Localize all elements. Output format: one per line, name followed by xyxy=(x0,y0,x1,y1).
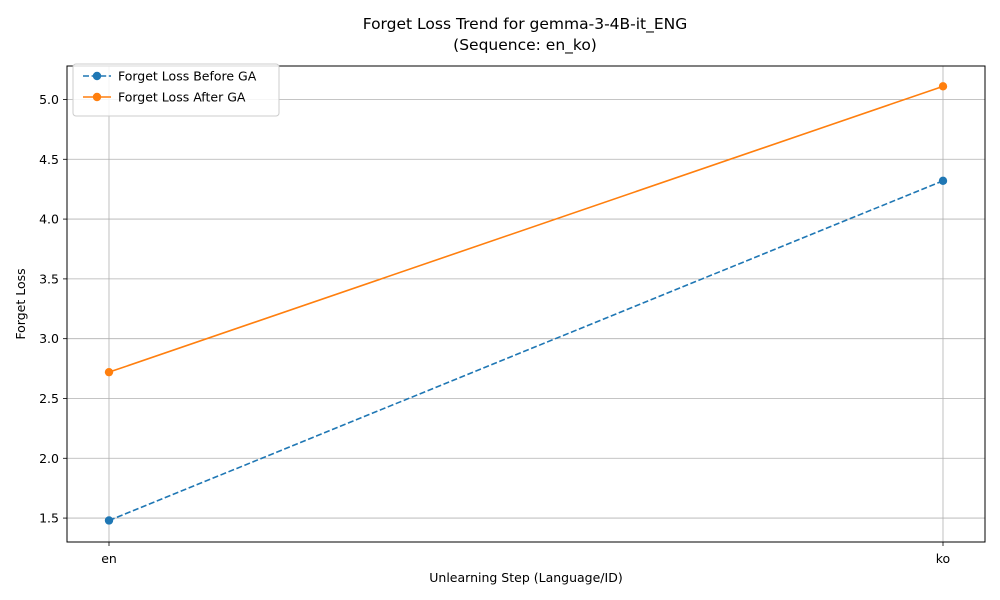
legend-label-after-ga: Forget Loss After GA xyxy=(118,90,246,105)
y-tick-label: 1.5 xyxy=(39,511,59,526)
chart-subtitle: (Sequence: en_ko) xyxy=(453,36,597,55)
data-point-after-ga-en xyxy=(104,367,114,377)
x-tick-label: en xyxy=(101,551,117,566)
y-tick-label: 4.0 xyxy=(39,212,59,227)
x-axis-label: Unlearning Step (Language/ID) xyxy=(429,570,622,585)
data-point-after-ga-ko xyxy=(938,82,948,91)
legend-box xyxy=(72,63,280,117)
data-point-before-ga-ko xyxy=(938,176,948,186)
x-axis-ticks: en ko xyxy=(101,542,950,566)
series-group xyxy=(104,82,948,525)
y-tick-label: 3.5 xyxy=(39,271,59,286)
data-point-before-ga-en xyxy=(104,516,114,525)
y-tick-label: 2.5 xyxy=(39,391,59,406)
y-tick-label: 4.5 xyxy=(39,152,59,167)
x-tick-label: ko xyxy=(936,551,950,566)
y-axis-ticks: 1.5 2.0 2.5 3.0 3.5 4.0 4.5 5.0 xyxy=(39,92,67,526)
y-tick-label: 5.0 xyxy=(39,92,59,107)
legend: Forget Loss Before GA Forget Loss After G… xyxy=(72,63,280,117)
y-tick-label: 2.0 xyxy=(39,451,59,466)
plot-frame xyxy=(66,65,986,543)
legend-marker-after-ga xyxy=(92,92,102,102)
y-tick-label: 3.0 xyxy=(39,331,59,346)
y-axis-label: Forget Loss xyxy=(13,268,28,339)
legend-label-before-ga: Forget Loss Before GA xyxy=(118,69,257,84)
chart-title: Forget Loss Trend for gemma-3-4B-it_ENG xyxy=(363,15,688,34)
series-line-after-ga xyxy=(108,85,944,373)
legend-marker-before-ga xyxy=(92,71,102,81)
series-line-before-ga xyxy=(108,180,944,522)
